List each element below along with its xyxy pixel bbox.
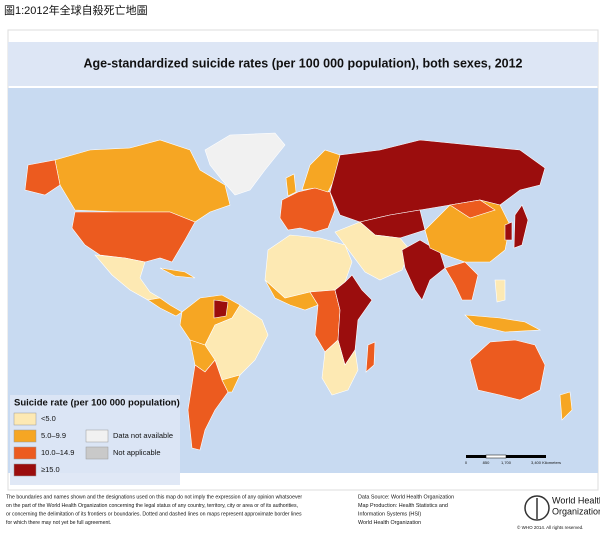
countries — [24, 132, 573, 451]
usa — [71, 211, 196, 263]
source-line: Information Systems (HSI) — [358, 511, 421, 517]
scale-segment — [506, 455, 546, 458]
scale-bar: 0 850 1,700 3,400 Kilometers — [465, 454, 561, 465]
legend-label: ≥15.0 — [41, 465, 60, 474]
legend: Suicide rate (per 100 000 population) <5… — [10, 395, 180, 485]
legend-swatch — [13, 446, 37, 460]
europe — [279, 187, 336, 233]
who-logo: World Health Organization © WHO 2014. Al… — [517, 495, 600, 530]
korea — [504, 221, 513, 241]
philippines — [494, 279, 506, 303]
disclaimer-line: The boundaries and names shown and the d… — [6, 494, 302, 500]
legend-swatch — [85, 429, 109, 443]
legend-title: Suicide rate (per 100 000 population) — [14, 398, 180, 409]
new-zealand — [559, 391, 573, 421]
southern-africa — [321, 339, 359, 396]
legend-swatch — [13, 412, 37, 426]
disclaimer-line: or concerning the delimitation of its fr… — [6, 511, 302, 517]
legend-swatch — [85, 446, 109, 460]
logo-name: Organization — [552, 506, 600, 516]
australia — [469, 339, 546, 401]
east-africa — [334, 274, 373, 366]
logo-emblem — [524, 495, 550, 521]
copyright: © WHO 2014. All rights reserved. — [517, 524, 583, 530]
legend-label: <5.0 — [41, 414, 56, 423]
greenland — [204, 132, 286, 196]
logo-name: World Health — [552, 495, 600, 505]
disclaimer-line: for which there may not yet be full agre… — [6, 520, 111, 526]
source-line: Data Source: World Health Organization — [358, 494, 454, 500]
scale-label: 3,400 Kilometers — [531, 460, 561, 465]
scale-segment — [466, 455, 486, 458]
legend-swatch — [13, 429, 37, 443]
scale-segment — [485, 454, 507, 459]
title-band — [8, 42, 598, 86]
legend-label: 10.0–14.9 — [41, 448, 74, 457]
indonesia — [464, 314, 542, 333]
disclaimer-line: on the part of the World Health Organiza… — [6, 503, 298, 509]
uk — [285, 173, 297, 197]
japan — [513, 204, 529, 249]
southern-cone — [187, 359, 229, 451]
southeast-asia — [444, 261, 479, 301]
legend-label: Not applicable — [113, 448, 161, 457]
scale-label: 1,700 — [501, 460, 512, 465]
map-title: Age-standardized suicide rates (per 100 … — [83, 56, 522, 70]
cuba — [159, 267, 196, 279]
mexico — [94, 254, 161, 301]
legend-swatch — [13, 463, 37, 477]
legend-label: 5.0–9.9 — [41, 431, 66, 440]
madagascar — [365, 341, 376, 373]
scale-label: 850 — [483, 460, 490, 465]
source-line: World Health Organization — [358, 520, 421, 526]
source-line: Map Production: Health Statistics and — [358, 503, 448, 509]
alaska — [24, 159, 61, 196]
mongolia — [449, 199, 496, 219]
west-africa — [264, 279, 319, 311]
caption: 圖1:2012年全球自殺死亡地圖 — [4, 3, 148, 17]
india — [401, 239, 446, 301]
scale-label: 0 — [465, 460, 468, 465]
legend-label: Data not available — [113, 431, 173, 440]
disclaimer: The boundaries and names shown and the d… — [6, 494, 302, 526]
canada — [54, 139, 231, 223]
guyana — [213, 299, 229, 319]
source: Data Source: World Health Organization Ma… — [358, 494, 454, 526]
uruguay — [221, 374, 241, 393]
